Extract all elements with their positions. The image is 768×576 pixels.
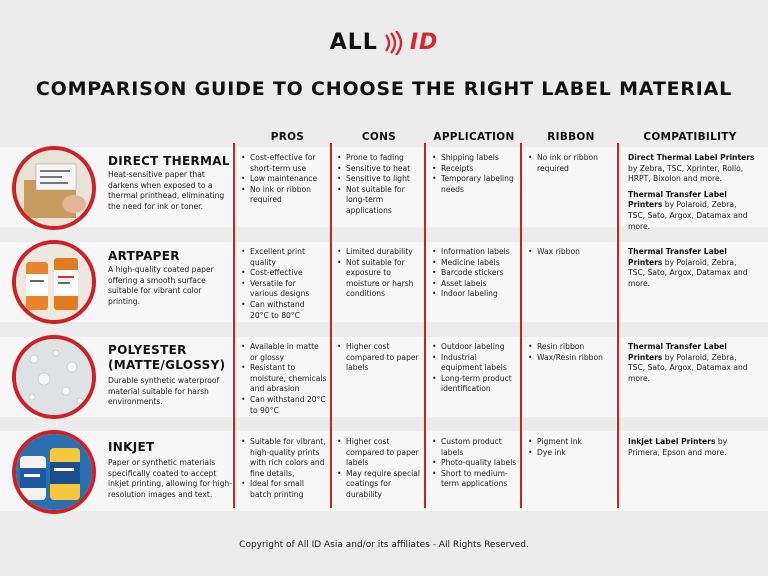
row-description: Heat-sensitive paper that darkens when e… (108, 170, 225, 211)
header-compatibility: COMPATIBILITY (643, 131, 737, 143)
list-item: Dye ink (528, 448, 612, 459)
compat-brands: by Polaroid, Zebra, TSC, Sato, Argox, Da… (628, 200, 748, 231)
list-item: Asset labels (432, 279, 518, 290)
list-item: Wax/Resin ribbon (528, 353, 614, 364)
list-item: Industrial equipment labels (432, 353, 518, 374)
polyester-image (12, 335, 96, 419)
row-title: POLYESTER (MATTE/GLOSSY) (108, 343, 226, 372)
row-title: ARTPAPER (108, 249, 180, 263)
brand-right: ID (409, 30, 439, 55)
header-ribbon: RIBBON (547, 131, 595, 143)
list-item: Custom product labels (432, 437, 518, 458)
header-cons: CONS (361, 131, 397, 143)
list-item: Versatile for various designs (241, 279, 325, 300)
application-list: Outdoor labeling Industrial equipment la… (432, 342, 518, 395)
cons-list: Limited durability Not suitable for expo… (337, 247, 421, 300)
list-item: Pigment ink (528, 437, 612, 448)
row-description: Durable synthetic waterproof material su… (108, 376, 220, 406)
list-item: Resistant to moisture, chemicals and abr… (241, 363, 327, 395)
compatibility-cell: Thermal Transfer Label Printers by Polar… (628, 342, 756, 389)
compatibility-cell: Inkjet Label Printers by Primera, Epson … (628, 437, 756, 463)
list-item: Cost-effective for short-term use (241, 153, 325, 174)
column-divider (617, 143, 619, 508)
list-item: Higher cost compared to paper labels (337, 342, 421, 374)
list-item: Not suitable for long-term applications (337, 185, 421, 217)
compat-brands: by Polaroid, Zebra, TSC, Sato, Argox, Da… (628, 257, 748, 288)
list-item: Receipts (432, 164, 518, 175)
cons-list: Higher cost compared to paper labels (337, 342, 421, 374)
compat-printer: Thermal Transfer Label Printers (628, 342, 727, 362)
ribbon-list: Pigment ink Dye ink (528, 437, 612, 458)
list-item: Cost-effective (241, 268, 325, 279)
pros-list: Suitable for vibrant, high-quality print… (241, 437, 327, 501)
list-item: Resin ribbon (528, 342, 614, 353)
list-item: Prone to fading (337, 153, 421, 164)
row-title: DIRECT THERMAL (108, 154, 230, 168)
compatibility-cell: Thermal Transfer Label Printers by Polar… (628, 247, 756, 294)
row-description: A high-quality coated paper offering a s… (108, 265, 214, 306)
list-item: Long-term product identification (432, 374, 518, 395)
list-item: Temporary labeling needs (432, 174, 518, 195)
list-item: Excellent print quality (241, 247, 325, 268)
pros-list: Excellent print quality Cost-effective V… (241, 247, 325, 321)
compatibility-cell: Direct Thermal Label Printers by Zebra, … (628, 153, 756, 237)
header-application: APPLICATION (433, 131, 515, 143)
ribbon-list: Resin ribbon Wax/Resin ribbon (528, 342, 614, 363)
list-item: Can withstand 20°C to 80°C (241, 300, 325, 321)
list-item: Shipping labels (432, 153, 518, 164)
header-pros: PROS (270, 131, 305, 143)
compat-printer: Thermal Transfer Label Printers (628, 189, 727, 210)
list-item: Wax ribbon (528, 247, 612, 258)
brand-logo: ALL ID (0, 30, 768, 55)
cons-list: Prone to fading Sensitive to heat Sensit… (337, 153, 421, 217)
page-title: COMPARISON GUIDE TO CHOOSE THE RIGHT LAB… (35, 78, 733, 100)
pros-list: Cost-effective for short-term use Low ma… (241, 153, 325, 206)
brand-left: ALL (329, 30, 378, 55)
ribbon-list: No ink or ribbon required (528, 153, 612, 174)
ribbon-list: Wax ribbon (528, 247, 612, 258)
list-item: Information labels (432, 247, 518, 258)
list-item: Low maintenance (241, 174, 325, 185)
application-list: Information labels Medicine labels Barco… (432, 247, 518, 300)
list-item: Sensitive to light (337, 174, 421, 185)
list-item: Barcode stickers (432, 268, 518, 279)
column-divider (520, 143, 522, 508)
artpaper-image (12, 240, 96, 324)
application-list: Shipping labels Receipts Temporary label… (432, 153, 518, 195)
list-item: Limited durability (337, 247, 421, 258)
list-item: Ideal for small batch printing (241, 479, 327, 500)
list-item: May require special coatings for durabil… (337, 469, 421, 501)
column-divider (233, 143, 235, 508)
compat-brands: by Primera, Epson and more. (628, 437, 728, 457)
list-item: Higher cost compared to paper labels (337, 437, 421, 469)
list-item: Indoor labeling (432, 289, 518, 300)
row-title: INKJET (108, 440, 155, 454)
cons-list: Higher cost compared to paper labels May… (337, 437, 421, 501)
list-item: Outdoor labeling (432, 342, 518, 353)
application-list: Custom product labels Photo-quality labe… (432, 437, 518, 490)
list-item: Not suitable for exposure to moisture or… (337, 258, 421, 300)
copyright-footer: Copyright of All ID Asia and/or its affi… (239, 540, 529, 550)
list-item: Short to medium-term applications (432, 469, 518, 490)
column-divider (330, 143, 332, 508)
compat-printer: Inkjet Label Printers (628, 437, 716, 446)
list-item: Medicine labels (432, 258, 518, 269)
compat-printer: Direct Thermal Label Printers (628, 153, 755, 162)
list-item: Photo-quality labels (432, 458, 518, 469)
list-item: No ink or ribbon required (241, 185, 325, 206)
list-item: Can withstand 20°C to 90°C (241, 395, 327, 416)
list-item: Suitable for vibrant, high-quality print… (241, 437, 327, 479)
signal-waves-icon (384, 30, 403, 55)
direct-thermal-image (12, 146, 96, 230)
compat-brands: by Polaroid, Zebra, TSC, Sato, Argox, Da… (628, 352, 748, 383)
list-item: Available in matte or glossy (241, 342, 327, 363)
list-item: No ink or ribbon required (528, 153, 612, 174)
list-item: Sensitive to heat (337, 164, 421, 175)
row-description: Paper or synthetic materials specificall… (108, 458, 232, 499)
column-divider (424, 143, 426, 508)
inkjet-image (12, 430, 96, 514)
pros-list: Available in matte or glossy Resistant t… (241, 342, 327, 416)
compat-brands: by Zebra, TSC, Xprinter, Rollo, HRPT, Bi… (628, 163, 744, 184)
compat-printer: Thermal Transfer Label Printers (628, 247, 727, 267)
